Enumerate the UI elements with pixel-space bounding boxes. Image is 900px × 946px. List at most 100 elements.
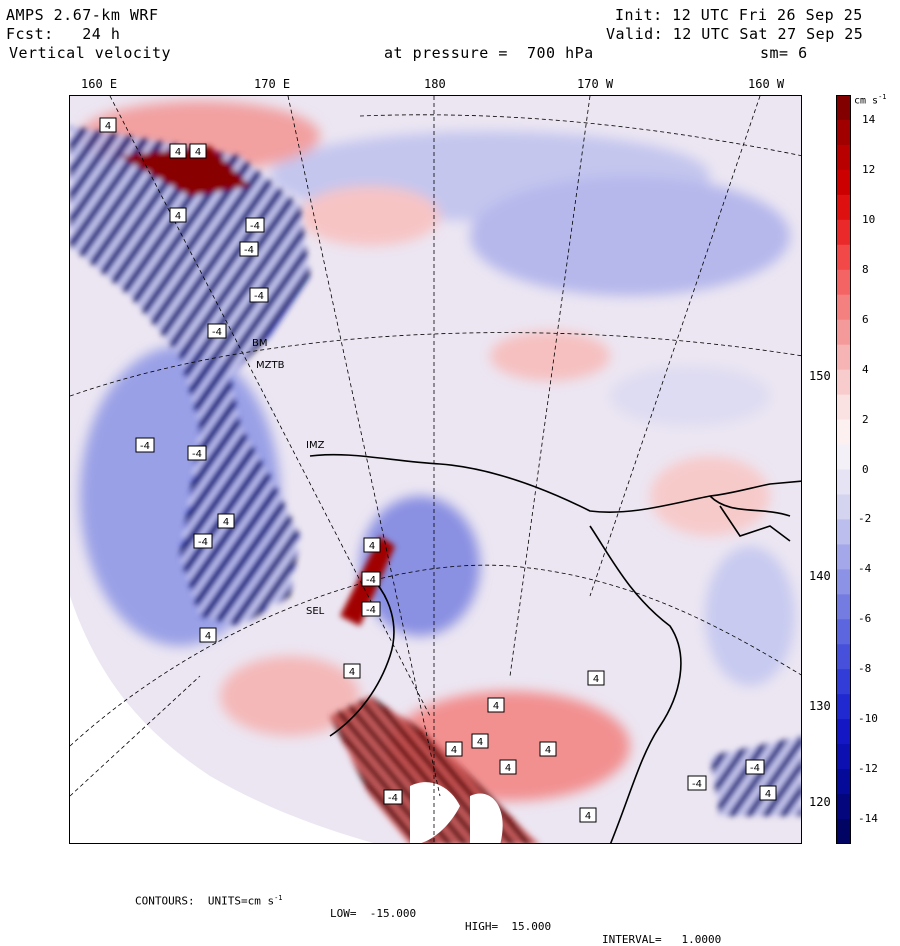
vertical-velocity-map: 4 4 4 4 -4 -4 -4 -4 -4 -4 4 -4 4 4 -4 -4… <box>69 95 802 844</box>
land-hole-1 <box>410 782 460 843</box>
svg-text:4: 4 <box>505 763 511 774</box>
svg-text:4: 4 <box>765 789 771 800</box>
colorbar-units: cm s-1 <box>854 93 887 106</box>
colorbar-segment <box>836 694 851 720</box>
footer-low: LOW= -15.000 <box>330 907 417 920</box>
neg-patch-east <box>705 546 795 686</box>
colorbar-tick-label: 6 <box>862 312 869 326</box>
svg-text:4: 4 <box>223 517 229 528</box>
svg-text:SEL: SEL <box>306 606 325 617</box>
colorbar-segment <box>836 244 851 271</box>
colorbar-segment <box>836 794 851 820</box>
coastlines <box>309 453 801 843</box>
colorbar-segment <box>836 819 851 844</box>
svg-text:-4: -4 <box>388 793 398 804</box>
colorbar-segment <box>836 594 851 620</box>
neg-band-northeast <box>470 176 790 296</box>
svg-text:4: 4 <box>477 737 483 748</box>
svg-text:-4: -4 <box>254 291 264 302</box>
valid-time: Valid: 12 UTC Sat 27 Sep 25 <box>606 25 864 43</box>
pos-patch-2 <box>490 331 610 381</box>
colorbar-segment <box>836 294 851 321</box>
colorbar-tick-label: -12 <box>858 762 878 776</box>
svg-text:4: 4 <box>545 745 551 756</box>
svg-text:-4: -4 <box>244 245 254 256</box>
field-name: Vertical velocity <box>9 44 172 62</box>
pos-patch-1 <box>300 186 440 246</box>
footer-contours-text: CONTOURS: UNITS=cm s <box>135 894 275 908</box>
value-markers: 4 4 4 4 -4 -4 -4 -4 -4 -4 4 -4 4 4 -4 -4… <box>99 117 777 823</box>
colorbar-segment <box>836 544 851 570</box>
footer-high: HIGH= 15.000 <box>465 920 552 933</box>
station-labels: MZTB IMZ SEL BM <box>252 338 325 617</box>
colorbar-segment <box>836 494 851 520</box>
model-title: AMPS 2.67-km WRF <box>6 6 159 24</box>
land-hole-2 <box>470 793 503 843</box>
colorbar-tick-label: -6 <box>858 612 872 626</box>
colorbar-segment <box>836 269 851 296</box>
footer-units-exp: -1 <box>274 894 283 902</box>
svg-text:4: 4 <box>369 541 375 552</box>
colorbar-tick-label: 0 <box>862 462 869 476</box>
colorbar-segment <box>836 619 851 645</box>
svg-text:4: 4 <box>175 211 181 222</box>
init-time: Init: 12 UTC Fri 26 Sep 25 <box>615 6 863 24</box>
colorbar-segment <box>836 95 851 121</box>
colorbar-segment <box>836 519 851 545</box>
lon-label-160e: 160 E <box>81 77 118 91</box>
colorbar-border <box>836 95 851 844</box>
svg-text:4: 4 <box>585 811 591 822</box>
lon-label-180: 180 <box>424 77 446 91</box>
footer: CONTOURS: UNITS=cm s-1 LOW= -15.000 HIGH… <box>0 881 900 946</box>
svg-text:4: 4 <box>205 631 211 642</box>
colorbar-tick-label: 10 <box>862 212 876 226</box>
colorbar-segment <box>836 669 851 695</box>
svg-text:4: 4 <box>451 745 457 756</box>
colorbar-tick-label: -14 <box>858 812 878 826</box>
colorbar-segment <box>836 569 851 595</box>
svg-text:4: 4 <box>105 121 111 132</box>
colorbar-segment <box>836 169 851 196</box>
colorbar-segment <box>836 394 851 421</box>
svg-text:-4: -4 <box>750 763 760 774</box>
colorbar-segment <box>836 219 851 246</box>
colorbar-segment <box>836 419 851 446</box>
colorbar-segment <box>836 119 851 146</box>
svg-text:-4: -4 <box>212 327 222 338</box>
colorbar-tick-label: -8 <box>858 662 872 676</box>
wave-streaks-southeast <box>710 736 801 816</box>
no-data-region <box>70 596 373 843</box>
forecast-hour: Fcst: 24 h <box>6 25 121 43</box>
svg-text:-4: -4 <box>140 441 150 452</box>
svg-text:MZTB: MZTB <box>256 360 285 371</box>
footer-contours: CONTOURS: UNITS=cm s-1 <box>135 894 283 908</box>
svg-text:-4: -4 <box>366 605 376 616</box>
colorbar-segment <box>836 369 851 396</box>
colorbar-units-label: cm s <box>854 95 879 107</box>
svg-text:4: 4 <box>175 147 181 158</box>
colorbar-segment <box>836 194 851 221</box>
svg-text:4: 4 <box>493 701 499 712</box>
pressure-level: at pressure = 700 hPa <box>384 44 594 62</box>
svg-text:IMZ: IMZ <box>306 440 325 451</box>
footer-interval: INTERVAL= 1.0000 <box>602 933 722 946</box>
colorbar-tick-label: -10 <box>858 712 878 726</box>
svg-text:4: 4 <box>593 674 599 685</box>
colorbar-segment <box>836 344 851 371</box>
colorbar-segment <box>836 719 851 745</box>
colorbar <box>836 95 851 844</box>
neg-patch-mid <box>610 366 770 426</box>
svg-text:-4: -4 <box>692 779 702 790</box>
colorbar-tick-label: 2 <box>862 412 869 426</box>
colorbar-tick-label: 4 <box>862 362 869 376</box>
lon-label-170e: 170 E <box>254 77 291 91</box>
neg-region-center <box>360 496 480 636</box>
svg-text:4: 4 <box>349 667 355 678</box>
colorbar-units-exp: -1 <box>878 93 887 101</box>
colorbar-segment <box>836 769 851 795</box>
svg-text:4: 4 <box>195 147 201 158</box>
colorbar-segment <box>836 744 851 770</box>
svg-text:BM: BM <box>252 338 268 349</box>
svg-text:-4: -4 <box>250 221 260 232</box>
svg-text:-4: -4 <box>198 537 208 548</box>
